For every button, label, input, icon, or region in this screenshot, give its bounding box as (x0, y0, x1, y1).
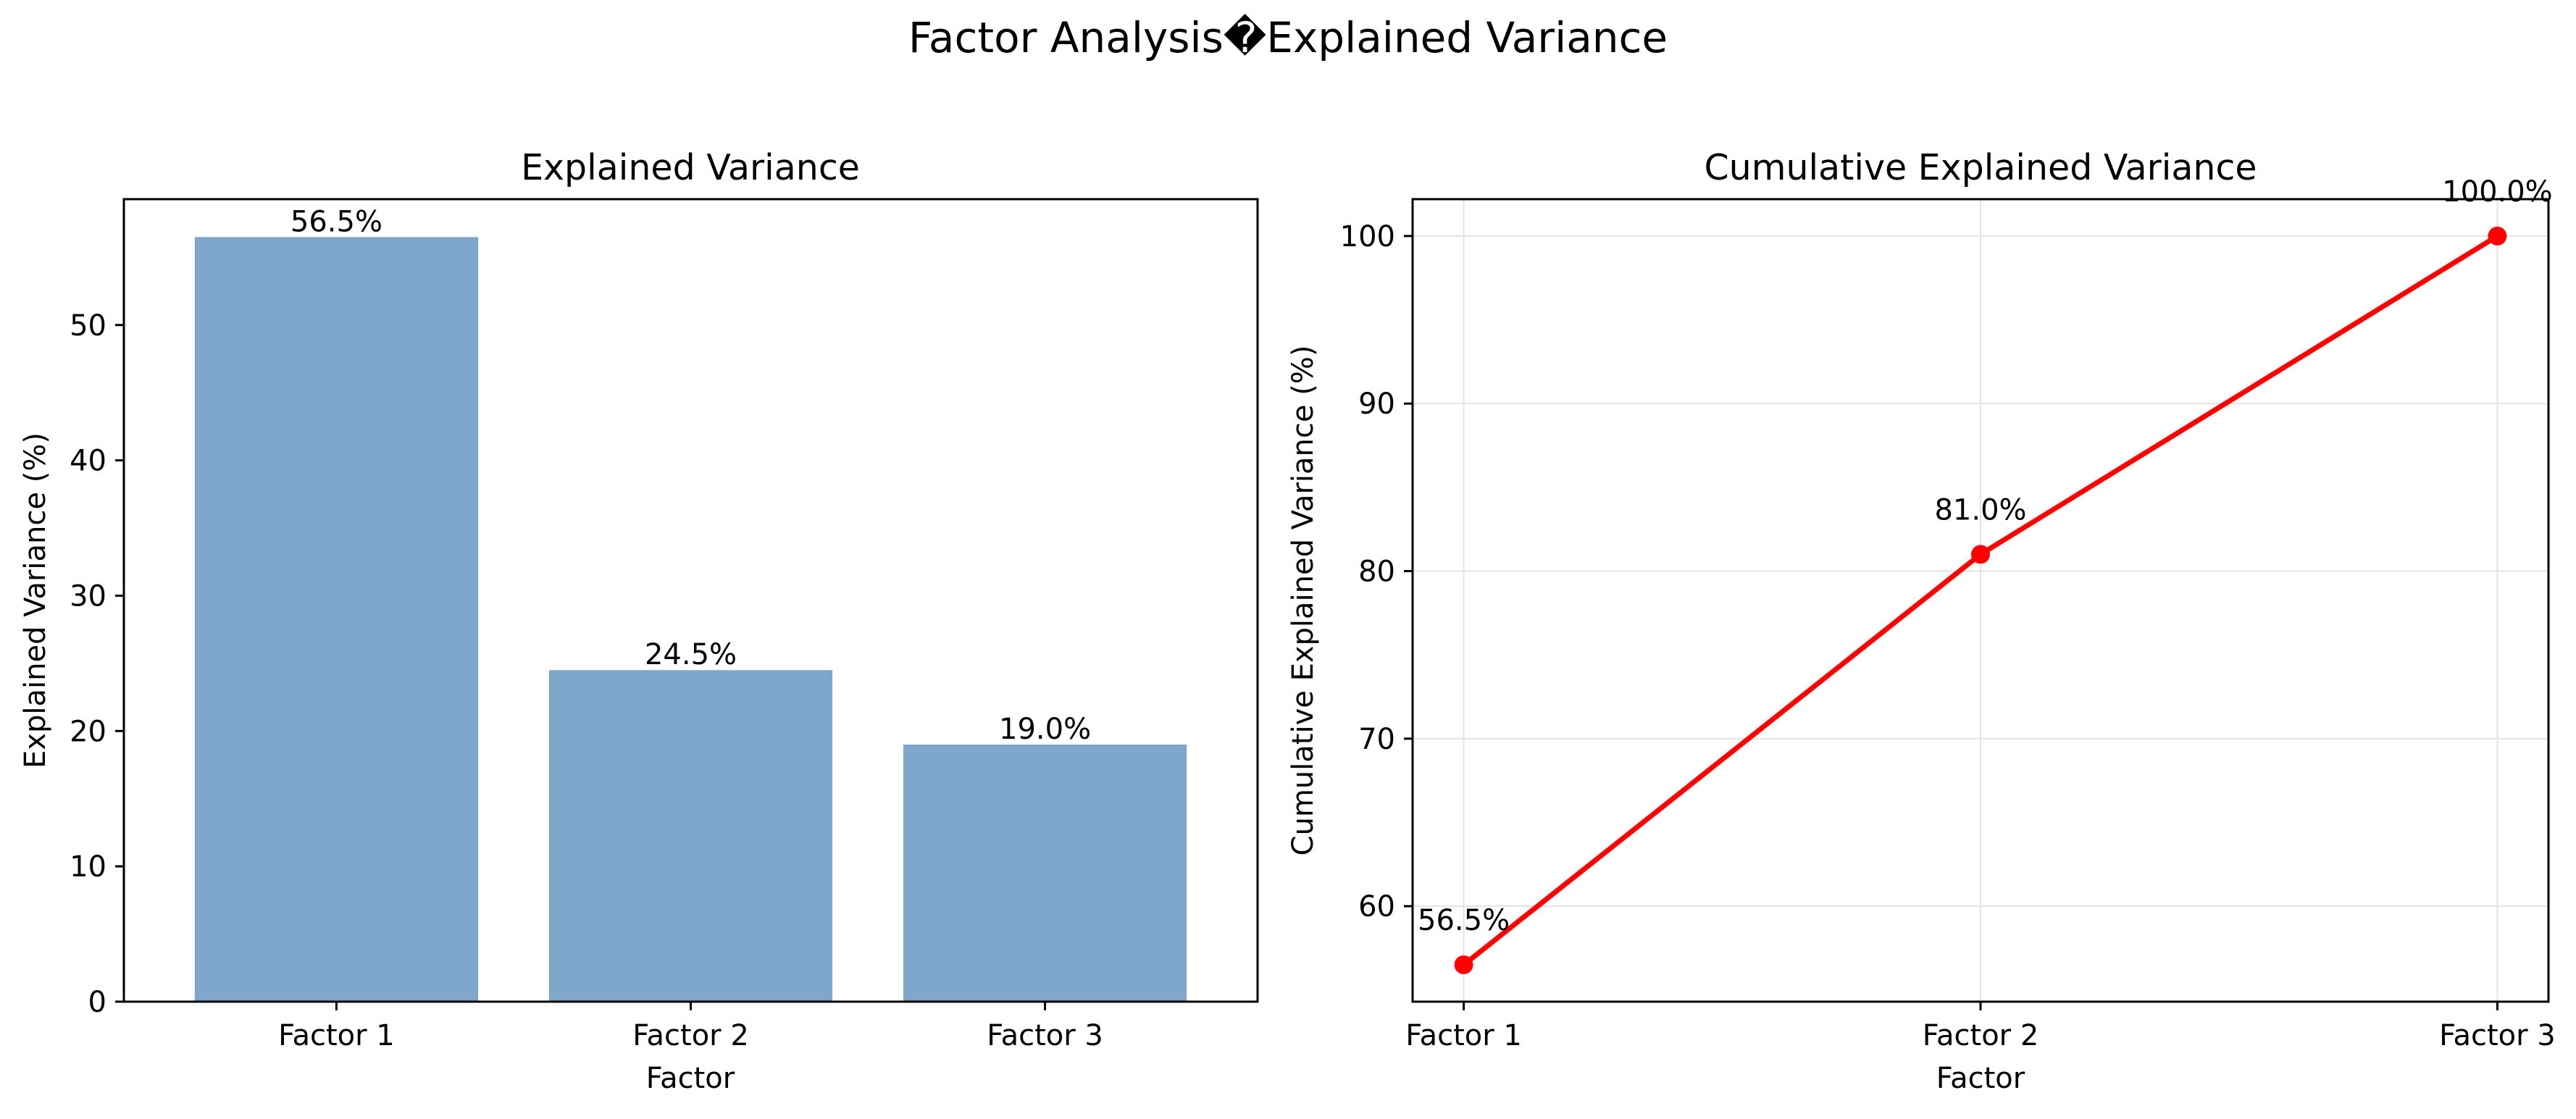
line-axis-ticks: Factor 1 Factor 2 Factor 3 60 70 80 90 100 (1340, 220, 2556, 1052)
bar-axis-ticks: Factor 1 Factor 2 Factor 3 0 10 20 30 40 50 (70, 309, 1103, 1052)
bar-y-tick-label-3: 30 (70, 579, 106, 613)
line-y-tick-label-1: 70 (1358, 723, 1395, 756)
line-point-2 (1971, 545, 1990, 564)
line-point-3 (2488, 226, 2507, 246)
line-y-tick-label-2: 80 (1358, 556, 1395, 589)
line-x-tick-label-2: Factor 2 (1923, 1019, 2039, 1052)
bar-chart-title: Explained Variance (521, 147, 860, 188)
bar-y-tick-label-1: 10 (70, 850, 106, 884)
line-y-axis-label: Cumulative Explained Variance (%) (1287, 345, 1320, 856)
line-y-tick-label-3: 90 (1358, 387, 1395, 421)
bar-y-tick-label-0: 0 (88, 986, 106, 1019)
bar-3 (903, 744, 1187, 1002)
bar-x-tick-label-1: Factor 1 (278, 1019, 395, 1052)
line-data-label-2: 81.0% (1934, 493, 2026, 527)
bar-2 (548, 670, 833, 1002)
bar-marks: 56.5% 24.5% 19.0% (194, 205, 1187, 1002)
bar-x-tick-label-3: Factor 3 (987, 1019, 1103, 1052)
bar-data-label-2: 24.5% (645, 638, 737, 671)
bar-plot-frame (122, 198, 1259, 1003)
line-point-1 (1454, 955, 1473, 975)
line-y-tick-label-4: 100 (1340, 220, 1395, 253)
line-chart-title: Cumulative Explained Variance (1704, 147, 2257, 188)
bar-x-axis-label: Factor (646, 1062, 735, 1095)
bar-data-label-1: 56.5% (290, 205, 382, 238)
bar-data-label-3: 19.0% (999, 713, 1091, 746)
line-data-label-3: 100.0% (2442, 175, 2553, 209)
line-x-axis-label: Factor (1936, 1062, 2025, 1095)
cumulative-variance-chart: Cumulative Explained Variance 56.5% 81.0%… (1287, 147, 2556, 1095)
line-x-tick-label-3: Factor 3 (2439, 1019, 2556, 1052)
line-data-label-1: 56.5% (1418, 904, 1510, 937)
line-y-tick-label-0: 60 (1358, 890, 1395, 923)
bar-y-axis-label: Explained Variance (%) (19, 432, 52, 768)
bar-x-tick-label-2: Factor 2 (632, 1019, 749, 1052)
bar-1 (194, 237, 479, 1002)
bar-y-tick-label-5: 50 (70, 309, 106, 343)
bar-y-tick-label-4: 40 (70, 445, 106, 478)
line-x-tick-label-1: Factor 1 (1405, 1019, 1522, 1052)
explained-variance-chart: Explained Variance 56.5% 24.5% 19.0% Facto… (19, 147, 1259, 1095)
figure-suptitle: Factor Analysis�Explained Variance (908, 13, 1668, 62)
line-gridlines (1413, 199, 2548, 1002)
line-plot-frame (1411, 198, 2550, 1003)
line-marks: 56.5% 81.0% 100.0% (1418, 175, 2553, 975)
bar-y-tick-label-2: 20 (70, 715, 106, 748)
